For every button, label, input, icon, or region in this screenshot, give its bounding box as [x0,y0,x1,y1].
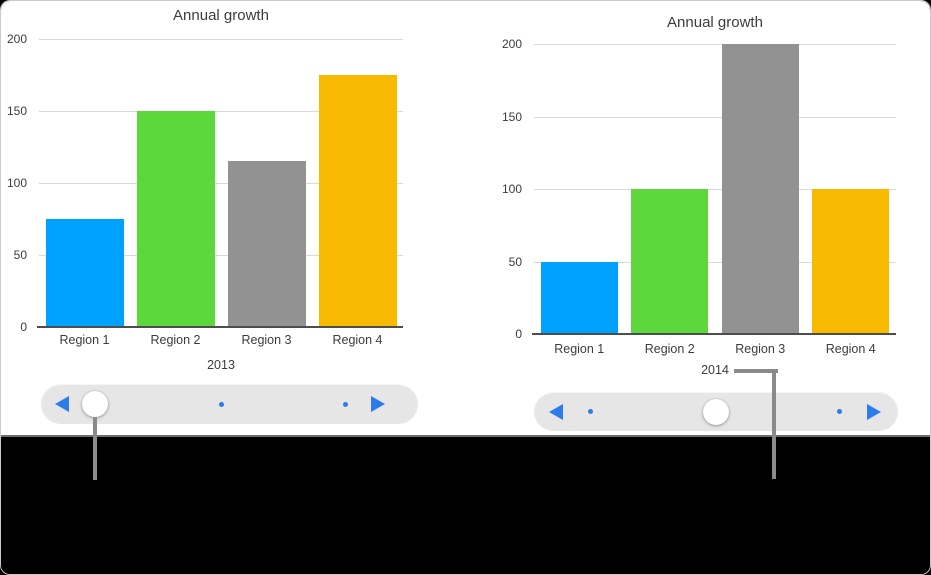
category-label: Region 3 [735,342,786,356]
caption-area [1,437,930,574]
y-axis-label: 200 [501,37,522,51]
gridline [39,182,403,184]
y-axis-label: 50 [13,247,27,262]
y-axis-label: 100 [501,182,522,196]
y-axis-label: 50 [508,254,522,269]
timeline-slider-2014[interactable] [534,392,898,431]
callout-line-right-vertical [772,369,776,479]
y-axis-label: 0 [20,320,27,334]
chart-title: Annual growth [667,14,763,31]
y-axis-label: 150 [6,103,27,118]
slider-knob[interactable] [82,391,108,417]
bar-region-1-2013 [45,218,124,326]
gridline [39,110,403,112]
y-axis-label: 150 [501,109,522,124]
previous-arrow-icon[interactable] [55,396,69,412]
bar-region-4-2014 [812,189,890,333]
gridline [39,254,403,256]
callout-line-right-horizontal [734,369,778,373]
gridline [534,44,896,45]
y-axis-label: 200 [6,31,27,46]
gridline [534,116,896,118]
position-dot[interactable] [836,409,842,414]
position-dot[interactable] [343,401,348,407]
chart-canvas: Annual growth 0 50 100 150 200 Region 1 Region … [1,1,930,437]
x-axis-line [37,326,403,328]
bar-region-3-2013 [227,161,306,326]
x-axis-line [532,333,896,335]
category-label: Region 4 [332,333,383,347]
position-dot[interactable] [219,401,224,407]
bar-region-4-2013 [318,74,397,326]
year-label: 2013 [207,358,235,372]
y-axis-label: 0 [515,327,522,341]
next-arrow-icon[interactable] [371,396,385,412]
category-label: Region 1 [59,333,110,347]
gridline [39,38,403,40]
year-label: 2014 [701,363,729,377]
position-dot[interactable] [587,409,593,414]
previous-arrow-icon[interactable] [549,403,563,420]
bar-region-1-2014 [540,261,618,333]
timeline-slider-2013[interactable] [41,384,418,424]
gridline [534,261,896,263]
callout-line-left [93,417,97,480]
category-label: Region 2 [644,342,695,356]
category-label: Region 2 [150,333,201,347]
category-label: Region 4 [825,342,876,356]
category-label: Region 1 [554,342,605,356]
bar-region-3-2014 [721,44,799,333]
next-arrow-icon[interactable] [867,403,881,420]
slider-knob[interactable] [703,398,729,425]
y-axis-label: 100 [6,175,27,190]
gridline [534,189,896,190]
bar-region-2-2013 [136,110,215,326]
chart-title: Annual growth [173,7,269,24]
bar-region-2-2014 [631,189,709,333]
category-label: Region 3 [241,333,292,347]
